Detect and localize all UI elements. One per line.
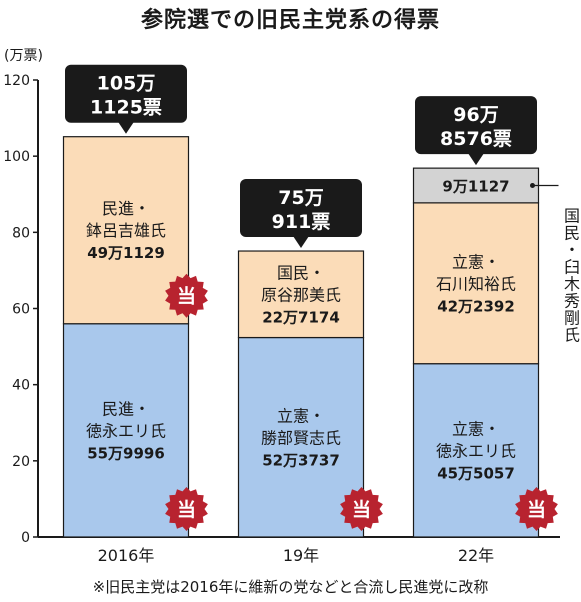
segment-label: 49万1129 (87, 244, 165, 262)
winner-badge (340, 487, 383, 531)
y-tick-label: 20 (12, 454, 30, 470)
total-label: 1125票 (90, 97, 162, 119)
external-label: 国民・臼木秀剛氏 (561, 207, 580, 343)
total-callout (65, 64, 187, 123)
segment-label: 立憲・ (277, 406, 325, 425)
winner-badge (515, 487, 558, 531)
segment-label: 55万9996 (87, 444, 165, 462)
y-tick-label: 40 (12, 378, 30, 394)
x-tick-label: 19年 (283, 546, 319, 565)
bar-segment (412, 202, 540, 365)
segment-label: 原谷那美氏 (261, 285, 341, 304)
segment-label: 22万7174 (262, 308, 340, 326)
total-callout-pointer (468, 153, 484, 166)
total-label: 911票 (272, 211, 331, 233)
footnote: ※旧民主党は2016年に維新の党などと合流し民進党に改称 (92, 578, 489, 596)
segment-label: 石川知裕氏 (436, 274, 516, 293)
total-label: 105万 (97, 73, 156, 95)
segment-label: 45万5057 (437, 464, 515, 482)
segment-label: 民進・ (102, 399, 150, 418)
chart-title: 参院選での旧民主党系の得票 (140, 8, 440, 33)
y-tick-label: 100 (3, 149, 30, 165)
segment-label: 立憲・ (452, 419, 500, 438)
bar-segment (62, 323, 190, 538)
winner-badge-label: 当 (527, 498, 546, 521)
total-label: 8576票 (440, 128, 512, 150)
segment-label: 立憲・ (452, 252, 500, 271)
segment-label: 鉢呂吉雄氏 (86, 221, 166, 240)
segment-label: 民進・ (102, 199, 150, 218)
segment-label: 国民・ (277, 263, 325, 282)
bar-segment (412, 363, 540, 538)
total-callout-pointer (293, 236, 309, 249)
total-callout (415, 96, 537, 155)
y-tick-label: 120 (3, 73, 30, 89)
segment-label: 徳永エリ氏 (86, 421, 166, 440)
segment-label: 9万1127 (442, 177, 509, 195)
y-tick-label: 0 (21, 530, 30, 546)
winner-badge (165, 273, 208, 318)
winner-badge (165, 487, 208, 531)
total-callout-pointer (118, 121, 134, 134)
segment-label: 42万2392 (437, 297, 515, 315)
y-tick-label: 60 (12, 302, 30, 318)
winner-badge-label: 当 (177, 285, 196, 308)
x-tick-label: 2016年 (98, 546, 155, 565)
total-label: 75万 (278, 187, 323, 209)
total-label: 96万 (453, 104, 498, 126)
segment-label: 52万3737 (262, 451, 340, 469)
x-tick-label: 22年 (458, 546, 494, 565)
y-axis-label: (万票) (4, 48, 43, 64)
bar-segment (237, 250, 365, 339)
segment-label: 徳永エリ氏 (436, 441, 516, 460)
segment-label: 勝部賢志氏 (261, 428, 341, 447)
bar-segment (412, 167, 540, 204)
y-tick-label: 80 (12, 225, 30, 241)
winner-badge-label: 当 (352, 498, 371, 521)
total-callout (240, 179, 362, 238)
winner-badge-label: 当 (177, 498, 196, 521)
